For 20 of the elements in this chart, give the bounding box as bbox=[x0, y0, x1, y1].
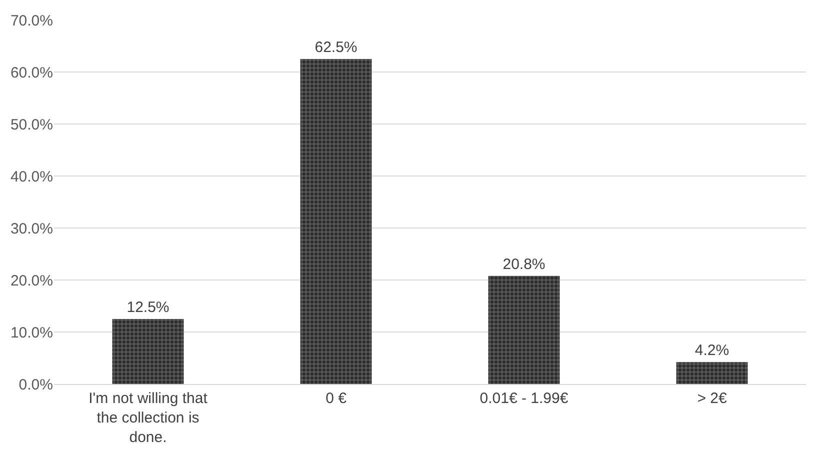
bar bbox=[676, 362, 748, 384]
y-tick-label: 40.0% bbox=[10, 168, 53, 186]
y-tick-label: 70.0% bbox=[10, 12, 53, 30]
bar bbox=[112, 319, 184, 384]
x-tick-label: 0.01€ - 1.99€ bbox=[480, 390, 569, 407]
data-label: 4.2% bbox=[694, 342, 730, 360]
y-tick-label: 30.0% bbox=[10, 220, 53, 238]
x-tick-label: 0 € bbox=[326, 390, 348, 407]
data-label: 12.5% bbox=[126, 299, 170, 316]
x-tick-label: > 2€ bbox=[697, 390, 728, 407]
bar bbox=[488, 276, 560, 384]
y-tick-label: 20.0% bbox=[10, 272, 53, 290]
y-tick-label: 50.0% bbox=[10, 116, 53, 134]
y-tick-label: 60.0% bbox=[10, 64, 53, 82]
y-tick-label: 0.0% bbox=[18, 376, 53, 394]
bar bbox=[300, 59, 372, 384]
data-label: 62.5% bbox=[314, 39, 358, 56]
data-label: 20.8% bbox=[502, 256, 546, 273]
y-tick-label: 10.0% bbox=[10, 324, 53, 342]
x-tick-label: I'm not willing that the collection is done. bbox=[88, 390, 208, 446]
